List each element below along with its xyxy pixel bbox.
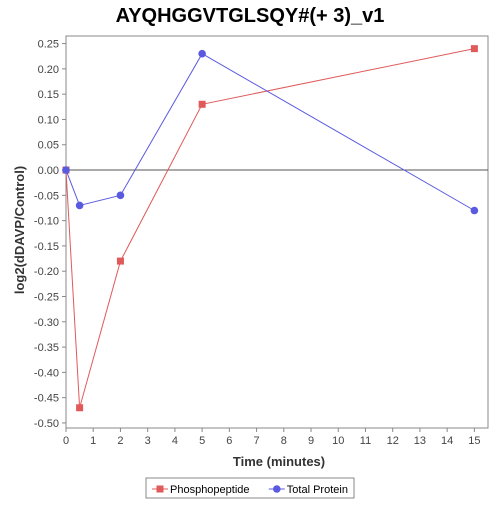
x-tick-label: 3 <box>145 435 151 447</box>
y-axis-label: log2(dDAVP/Control) <box>12 166 27 294</box>
legend-label: Phosphopeptide <box>170 484 250 496</box>
x-tick-label: 13 <box>414 435 426 447</box>
y-tick-label: -0.50 <box>34 418 59 430</box>
x-tick-label: 0 <box>63 435 69 447</box>
x-axis-label: Time (minutes) <box>233 454 325 469</box>
data-point-square <box>116 257 124 265</box>
x-tick-label: 9 <box>308 435 314 447</box>
y-tick-label: -0.35 <box>34 342 59 354</box>
series-total-protein <box>62 49 479 215</box>
x-tick-label: 4 <box>172 435 178 447</box>
y-tick-label: -0.25 <box>34 291 59 303</box>
x-tick-label: 5 <box>199 435 205 447</box>
x-axis-ticks: 0 1 2 3 4 5 6 7 8 9 10 11 12 13 14 15 <box>63 428 481 447</box>
data-point-circle <box>198 49 206 58</box>
legend-item: Phosphopeptide <box>152 484 250 496</box>
data-point-circle <box>470 206 479 215</box>
x-tick-label: 10 <box>332 435 344 447</box>
legend-box <box>145 477 355 499</box>
legend-item: Total Protein <box>268 484 348 496</box>
plot-area <box>65 35 489 429</box>
data-point-circle <box>75 201 84 210</box>
chart-title: AYQHGGVTGLSQY#(+ 3)_v1 <box>116 5 385 27</box>
x-tick-label: 12 <box>387 435 399 447</box>
legend-items: Phosphopeptide Total Protein <box>152 484 348 496</box>
data-point-circle <box>62 166 70 174</box>
legend-label: Total Protein <box>287 484 348 496</box>
data-point-square <box>470 45 478 53</box>
y-tick-label: -0.05 <box>34 190 59 202</box>
y-tick-label: -0.20 <box>34 266 59 278</box>
x-tick-label: 11 <box>360 435 371 447</box>
y-tick-label: -0.15 <box>34 241 59 253</box>
data-point-square <box>198 100 206 108</box>
y-tick-label: 0.15 <box>38 89 59 101</box>
data-point-circle <box>116 191 125 200</box>
y-tick-label: 0.00 <box>38 165 59 177</box>
x-tick-label: 7 <box>254 435 260 447</box>
data-point-square <box>76 404 84 412</box>
x-tick-label: 8 <box>281 435 287 447</box>
x-tick-label: 2 <box>117 435 123 447</box>
series-layer <box>62 45 479 412</box>
x-tick-label: 15 <box>468 435 480 447</box>
x-tick-label: 14 <box>441 435 453 447</box>
y-tick-label: 0.05 <box>38 140 59 152</box>
legend: Phosphopeptide Total Protein <box>145 477 355 499</box>
legend-marker-square <box>156 485 164 493</box>
y-tick-label: 0.10 <box>38 114 59 126</box>
y-tick-label: -0.10 <box>34 216 59 228</box>
y-tick-label: 0.25 <box>38 39 59 51</box>
y-axis-ticks: -0.50 -0.45 -0.40 -0.35 -0.30 -0.25 -0.20 -0.15… <box>34 39 66 430</box>
y-tick-label: -0.30 <box>34 317 59 329</box>
y-tick-label: -0.40 <box>34 367 59 379</box>
x-tick-label: 6 <box>226 435 232 447</box>
y-tick-label: 0.20 <box>38 64 59 76</box>
x-tick-label: 1 <box>90 435 96 447</box>
legend-marker-circle <box>273 485 281 493</box>
y-tick-label: -0.45 <box>34 393 59 405</box>
